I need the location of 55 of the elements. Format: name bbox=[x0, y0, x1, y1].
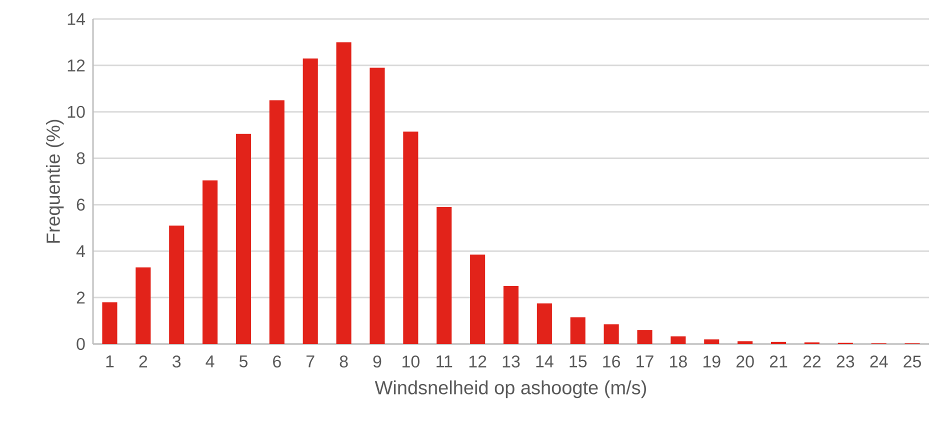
bar bbox=[670, 336, 686, 344]
y-tick-label: 2 bbox=[76, 292, 85, 304]
bar bbox=[470, 254, 486, 344]
x-tick-label: 10 bbox=[402, 356, 420, 368]
bar bbox=[704, 339, 720, 344]
y-tick-label: 0 bbox=[76, 338, 85, 350]
x-tick-label: 21 bbox=[770, 356, 788, 368]
bar bbox=[637, 330, 652, 344]
bar bbox=[536, 303, 552, 344]
bar bbox=[503, 286, 519, 344]
bar bbox=[336, 42, 352, 344]
x-tick-label: 8 bbox=[340, 356, 348, 368]
bar bbox=[102, 302, 118, 344]
y-tick-label: 6 bbox=[76, 198, 85, 211]
bar bbox=[370, 68, 385, 344]
x-tick-label: 2 bbox=[139, 356, 148, 368]
y-tick-label: 10 bbox=[68, 106, 85, 118]
bar bbox=[169, 226, 184, 344]
x-tick-label: 15 bbox=[570, 356, 587, 368]
x-tick-label: 20 bbox=[736, 356, 754, 368]
y-axis-title: Frequentie (%) bbox=[46, 120, 64, 243]
bar bbox=[302, 58, 318, 344]
x-tick-label: 6 bbox=[273, 356, 281, 368]
bar bbox=[202, 180, 218, 344]
x-tick-label: 11 bbox=[436, 356, 452, 368]
bar bbox=[236, 134, 252, 344]
bar bbox=[136, 267, 151, 344]
bar bbox=[570, 317, 586, 344]
x-tick-label: 16 bbox=[603, 356, 620, 368]
x-tick-label: 14 bbox=[536, 356, 554, 368]
x-tick-label: 5 bbox=[239, 356, 248, 368]
x-tick-label: 1 bbox=[106, 356, 114, 368]
x-tick-label: 17 bbox=[636, 356, 654, 368]
bar bbox=[269, 100, 284, 344]
x-tick-label: 7 bbox=[306, 356, 314, 368]
x-tick-label: 9 bbox=[373, 356, 382, 368]
x-tick-label: 25 bbox=[904, 356, 922, 368]
y-tick-label: 14 bbox=[68, 13, 85, 25]
x-tick-label: 22 bbox=[803, 356, 821, 368]
x-tick-label: 23 bbox=[836, 356, 854, 368]
x-tick-label: 24 bbox=[870, 356, 888, 368]
y-tick-label: 8 bbox=[76, 152, 85, 164]
bar bbox=[604, 324, 619, 344]
y-tick-label: 4 bbox=[76, 245, 85, 257]
x-tick-label: 13 bbox=[502, 356, 520, 368]
x-axis-title: Windsnelheid op ashoogte (m/s) bbox=[374, 380, 646, 398]
x-tick-label: 18 bbox=[670, 356, 687, 368]
bar bbox=[738, 341, 753, 344]
x-tick-label: 19 bbox=[703, 356, 720, 368]
x-tick-label: 4 bbox=[206, 356, 214, 368]
bar bbox=[436, 207, 452, 344]
x-tick-label: 3 bbox=[172, 356, 181, 368]
y-tick-label: 12 bbox=[68, 59, 85, 72]
x-tick-label: 12 bbox=[469, 356, 486, 368]
bar bbox=[403, 132, 418, 344]
